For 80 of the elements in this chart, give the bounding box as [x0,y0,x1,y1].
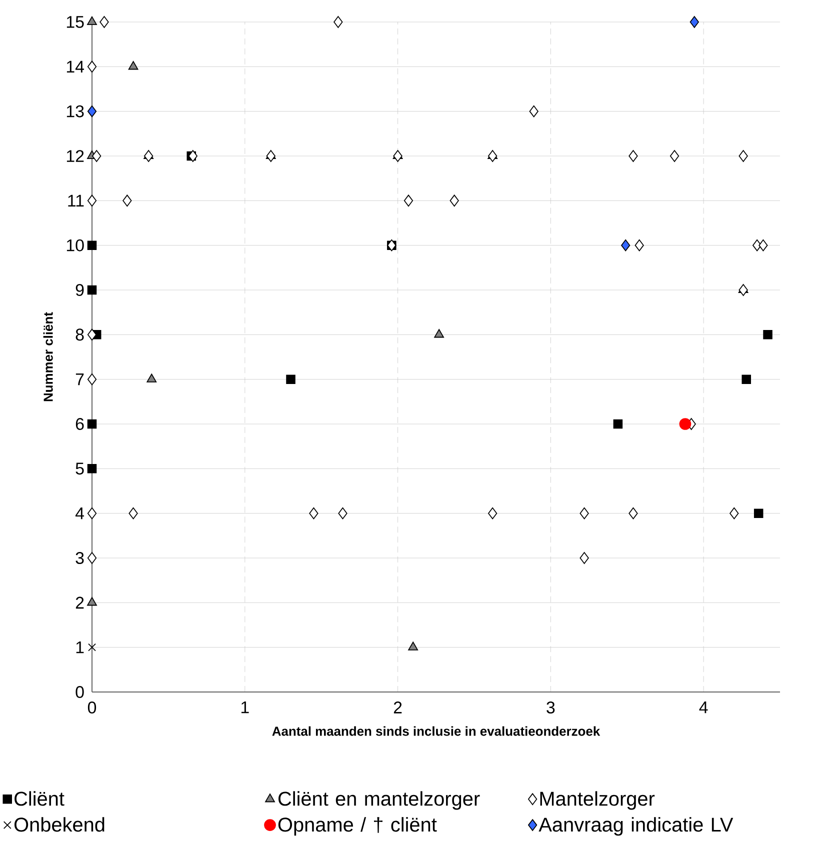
point [580,552,589,564]
point [87,194,97,207]
point [266,150,276,162]
legend-label: Cliënt [14,791,64,806]
point [309,507,318,520]
point [488,150,498,162]
point [529,105,538,118]
x-axis-title: Aantal maanden sinds inclusie in evaluatieonderzoek [272,726,600,736]
y-tick-label: 0 [76,686,84,698]
point [128,61,138,70]
point [87,464,97,474]
point [404,194,414,207]
legend-label: Mantelzorger [540,791,655,810]
y-tick-label: 8 [76,328,84,341]
point [87,507,97,520]
point [87,552,97,564]
point [87,373,97,386]
point [146,374,157,382]
point [730,507,739,520]
legend-label: Aanvraag indicatie LV [538,817,734,836]
point [621,239,630,252]
point [334,16,343,28]
point [144,150,154,162]
y-tick-label: 11 [68,194,84,206]
point [286,374,296,384]
y-tick-label: 12 [66,150,84,162]
point [87,285,97,295]
point [754,508,764,518]
y-tick-label: 10 [66,239,84,252]
y-tick-label: 1 [76,642,84,654]
point [434,329,444,338]
point [742,374,752,384]
y-tick-label: 13 [66,105,84,118]
y-tick-label: 15 [66,16,84,28]
y-tick-label: 2 [76,596,84,609]
point [488,507,498,520]
x-tick-label: 3 [546,701,555,714]
x-tick-label: 2 [394,701,402,714]
point [128,507,138,520]
point [628,507,638,520]
y-axis-title: Nummer cliënt [43,312,53,402]
point [679,418,692,430]
point [763,330,772,340]
y-tick-label: 6 [76,418,84,430]
point [738,150,748,162]
point [758,239,768,252]
point [88,643,96,652]
y-tick-label: 14 [66,60,84,72]
x-tick-label: 4 [699,701,708,714]
point [628,150,638,162]
point [613,419,623,429]
point [122,194,132,207]
point [87,240,97,250]
legend-label: Onbekend [14,817,104,832]
point [408,642,418,650]
point [87,60,97,73]
y-tick-label: 5 [76,462,84,475]
point [580,507,589,520]
y-tick-label: 4 [75,508,84,520]
point [87,597,97,606]
point [338,507,348,520]
legend-label: Opname / † cliënt [278,817,437,836]
point [670,150,680,162]
y-tick-label: 7 [76,374,84,386]
point [87,328,97,341]
point [393,150,402,162]
point [450,194,459,207]
point [738,284,748,296]
point [87,419,97,429]
point [92,150,102,162]
point [87,16,97,26]
legend-label: Cliënt en mantelzorger [278,791,480,810]
x-tick-label: 0 [88,701,96,714]
point [87,105,97,118]
x-tick-label: 1 [241,701,249,714]
point [100,16,109,28]
y-tick-label: 3 [76,552,84,564]
point [690,16,699,28]
y-tick-label: 9 [76,284,84,296]
point [634,239,644,252]
